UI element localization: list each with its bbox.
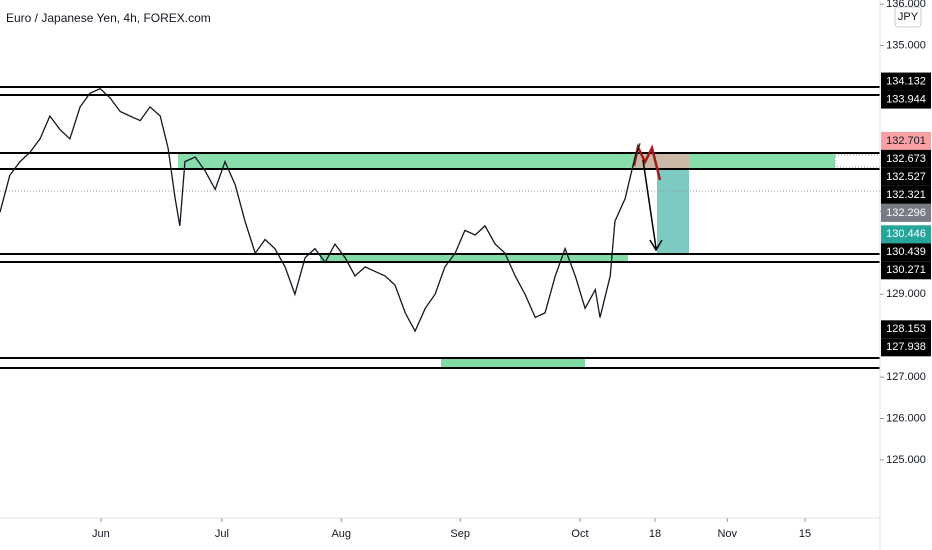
price-tag [881, 203, 931, 222]
arrow [642, 159, 663, 252]
zone [178, 153, 835, 168]
price-tag [881, 320, 931, 339]
price-tag [881, 149, 931, 168]
y-tick-label: 125.000 [886, 454, 926, 466]
y-tick-label: 126.000 [886, 412, 926, 424]
price-tag [881, 72, 931, 91]
currency-box [894, 6, 922, 28]
x-tick-label: Jul [215, 528, 229, 540]
y-tick-label: 129.000 [886, 288, 926, 300]
y-tick-label: 135.000 [886, 39, 926, 51]
price-tag-label: 132.321 [886, 189, 926, 201]
price-tag-label: 132.701 [886, 135, 926, 147]
x-tick-label: Aug [331, 528, 351, 540]
x-tick-label: Jun [92, 528, 110, 540]
dotted-zone [834, 154, 881, 168]
price-tag [881, 338, 931, 357]
x-tick-label: Sep [450, 528, 470, 540]
x-tick-label: Oct [571, 528, 588, 540]
price-tag [881, 185, 931, 204]
price-line [0, 87, 641, 333]
price-tag-label: 127.938 [886, 341, 926, 353]
price-tag [881, 243, 931, 262]
price-tag-label: 132.296 [886, 207, 926, 219]
price-tag-label: 130.439 [886, 246, 926, 258]
zone [320, 255, 628, 261]
price-tag-label: 130.446 [886, 228, 926, 240]
y-tick-label: 136.000 [886, 0, 926, 10]
x-tick-label: Nov [717, 528, 737, 540]
price-tag-label: 132.527 [886, 171, 926, 183]
price-tag-label: 133.944 [886, 93, 926, 105]
currency: JPY [898, 11, 919, 23]
zone [441, 358, 585, 367]
price-tag [881, 261, 931, 280]
price-tag [881, 225, 931, 244]
price-tag-label: 130.271 [886, 264, 926, 276]
price-tag-label: 134.132 [886, 75, 926, 87]
price-tag-label: 128.153 [886, 323, 926, 335]
price-tag [881, 167, 931, 186]
chart-title: Euro / Japanese Yen, 4h, FOREX.com [6, 11, 211, 25]
target-box [657, 170, 689, 254]
price-tag [881, 90, 931, 109]
x-tick-label: 15 [799, 528, 811, 540]
y-tick-label: 127.000 [886, 371, 926, 383]
price-tag-label: 132.673 [886, 153, 926, 165]
price-tag [881, 131, 931, 150]
x-tick-label: 18 [649, 528, 661, 540]
